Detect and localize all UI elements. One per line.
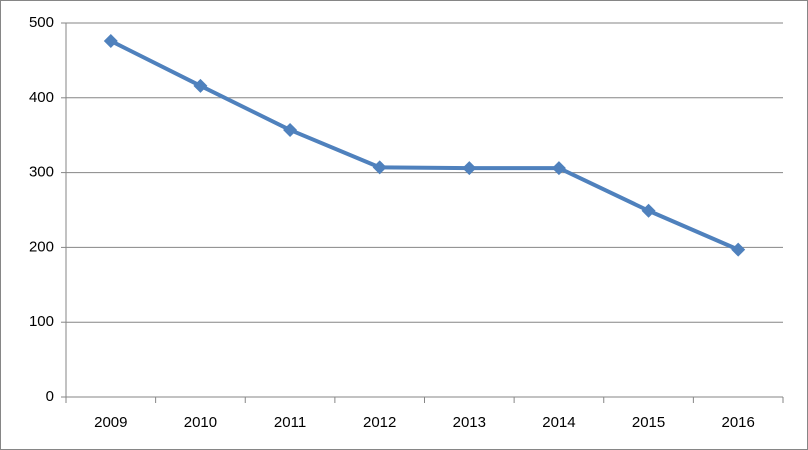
line	[109, 39, 739, 252]
x-tick-label: 2010	[184, 414, 217, 431]
marker	[462, 161, 477, 176]
x-tick-label: 2013	[453, 414, 486, 431]
x-tick-label: 2016	[722, 414, 755, 431]
marker	[372, 160, 387, 175]
x-tick-label: 2014	[542, 414, 575, 431]
x-tick-label: 2009	[94, 414, 127, 431]
y-tick-label: 200	[29, 238, 54, 255]
x-tick-label: 2011	[274, 414, 306, 431]
marker	[551, 161, 566, 176]
marker	[731, 242, 746, 257]
marker	[103, 33, 118, 48]
y-tick-label: 0	[46, 388, 54, 405]
marker	[641, 203, 656, 218]
y-tick-label: 400	[29, 89, 54, 106]
marker	[283, 122, 298, 137]
y-tick-label: 100	[29, 313, 54, 330]
marker	[193, 78, 208, 93]
y-tick-label: 300	[29, 164, 54, 181]
x-tick-label: 2015	[632, 414, 665, 431]
x-tick-label: 2012	[363, 414, 396, 431]
y-tick-label: 500	[29, 14, 54, 31]
